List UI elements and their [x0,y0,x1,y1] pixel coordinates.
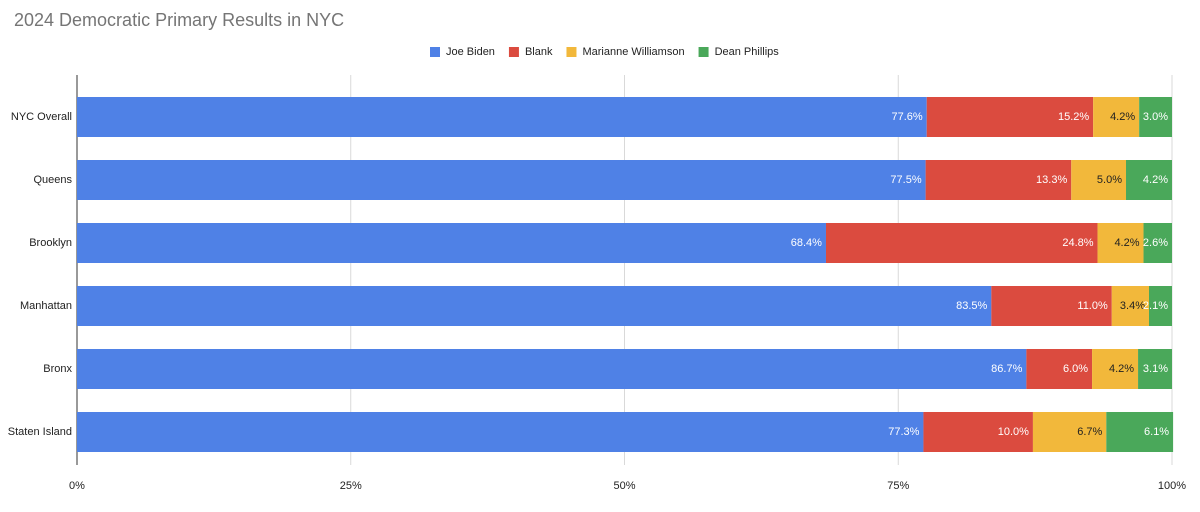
data-label: 3.0% [1143,111,1168,123]
bar-segment [1092,349,1139,389]
data-label: 4.2% [1110,111,1135,123]
bar-segment [1143,223,1172,263]
bar-segment [1026,349,1093,389]
y-tick-label: NYC Overall [11,111,72,123]
x-tick-label: 50% [613,480,635,492]
y-tick-label: Queens [33,174,72,186]
legend-swatch [508,47,519,57]
x-tick-label: 75% [887,480,909,492]
data-label: 13.3% [1036,174,1067,186]
bar-segment [1071,160,1127,200]
bar-segment [1106,412,1174,452]
data-label: 5.0% [1097,174,1122,186]
data-label: 3.4% [1120,300,1145,312]
data-label: 2.6% [1143,237,1168,249]
x-tick-label: 100% [1158,480,1186,492]
data-label: 83.5% [956,300,987,312]
bar-segment [1138,349,1172,389]
bar-segment [1111,286,1150,326]
data-label: 6.1% [1144,426,1169,438]
bar-segment [926,97,1094,137]
data-label: 4.2% [1114,237,1139,249]
x-tick-label: 25% [340,480,362,492]
bar-segment [77,223,826,263]
data-label: 3.1% [1143,363,1168,375]
y-tick-label: Manhattan [20,300,72,312]
y-tick-label: Bronx [43,363,72,375]
data-label: 24.8% [1062,237,1093,249]
data-label: 77.3% [888,426,919,438]
legend-label: Dean Phillips [715,46,780,58]
data-label: 4.2% [1109,363,1134,375]
data-label: 86.7% [991,363,1022,375]
legend-label: Marianne Williamson [582,46,684,58]
legend-swatch [566,47,577,57]
bar-segment [923,412,1033,452]
data-label: 4.2% [1143,174,1168,186]
legend-label: Joe Biden [446,46,495,58]
data-label: 15.2% [1058,111,1089,123]
bar-segment [1139,97,1172,137]
bar-segment [1032,412,1107,452]
data-label: 77.5% [890,174,921,186]
bar-segment [77,160,926,200]
data-label: 10.0% [998,426,1029,438]
bar-segment [1097,223,1144,263]
bar-segment [1149,286,1172,326]
chart-title: 2024 Democratic Primary Results in NYC [14,10,344,30]
data-label: 11.0% [1077,300,1108,312]
data-label: 2.1% [1143,300,1168,312]
bar-segment [77,286,992,326]
data-label: 77.6% [892,111,923,123]
legend-swatch [698,47,709,57]
y-tick-label: Staten Island [8,426,72,438]
bar-segment [1126,160,1172,200]
bar-segment [77,412,924,452]
bar-segment [991,286,1112,326]
bar-segment [77,97,927,137]
legend-swatch [430,47,440,57]
x-tick-label: 0% [69,480,85,492]
bar-segment [825,223,1098,263]
bar-segment [1093,97,1140,137]
y-tick-label: Brooklyn [29,237,72,249]
data-label: 68.4% [791,237,822,249]
legend-label: Blank [525,46,553,58]
data-label: 6.7% [1077,426,1102,438]
data-label: 6.0% [1063,363,1088,375]
bar-segment [77,349,1027,389]
bar-segment [925,160,1072,200]
